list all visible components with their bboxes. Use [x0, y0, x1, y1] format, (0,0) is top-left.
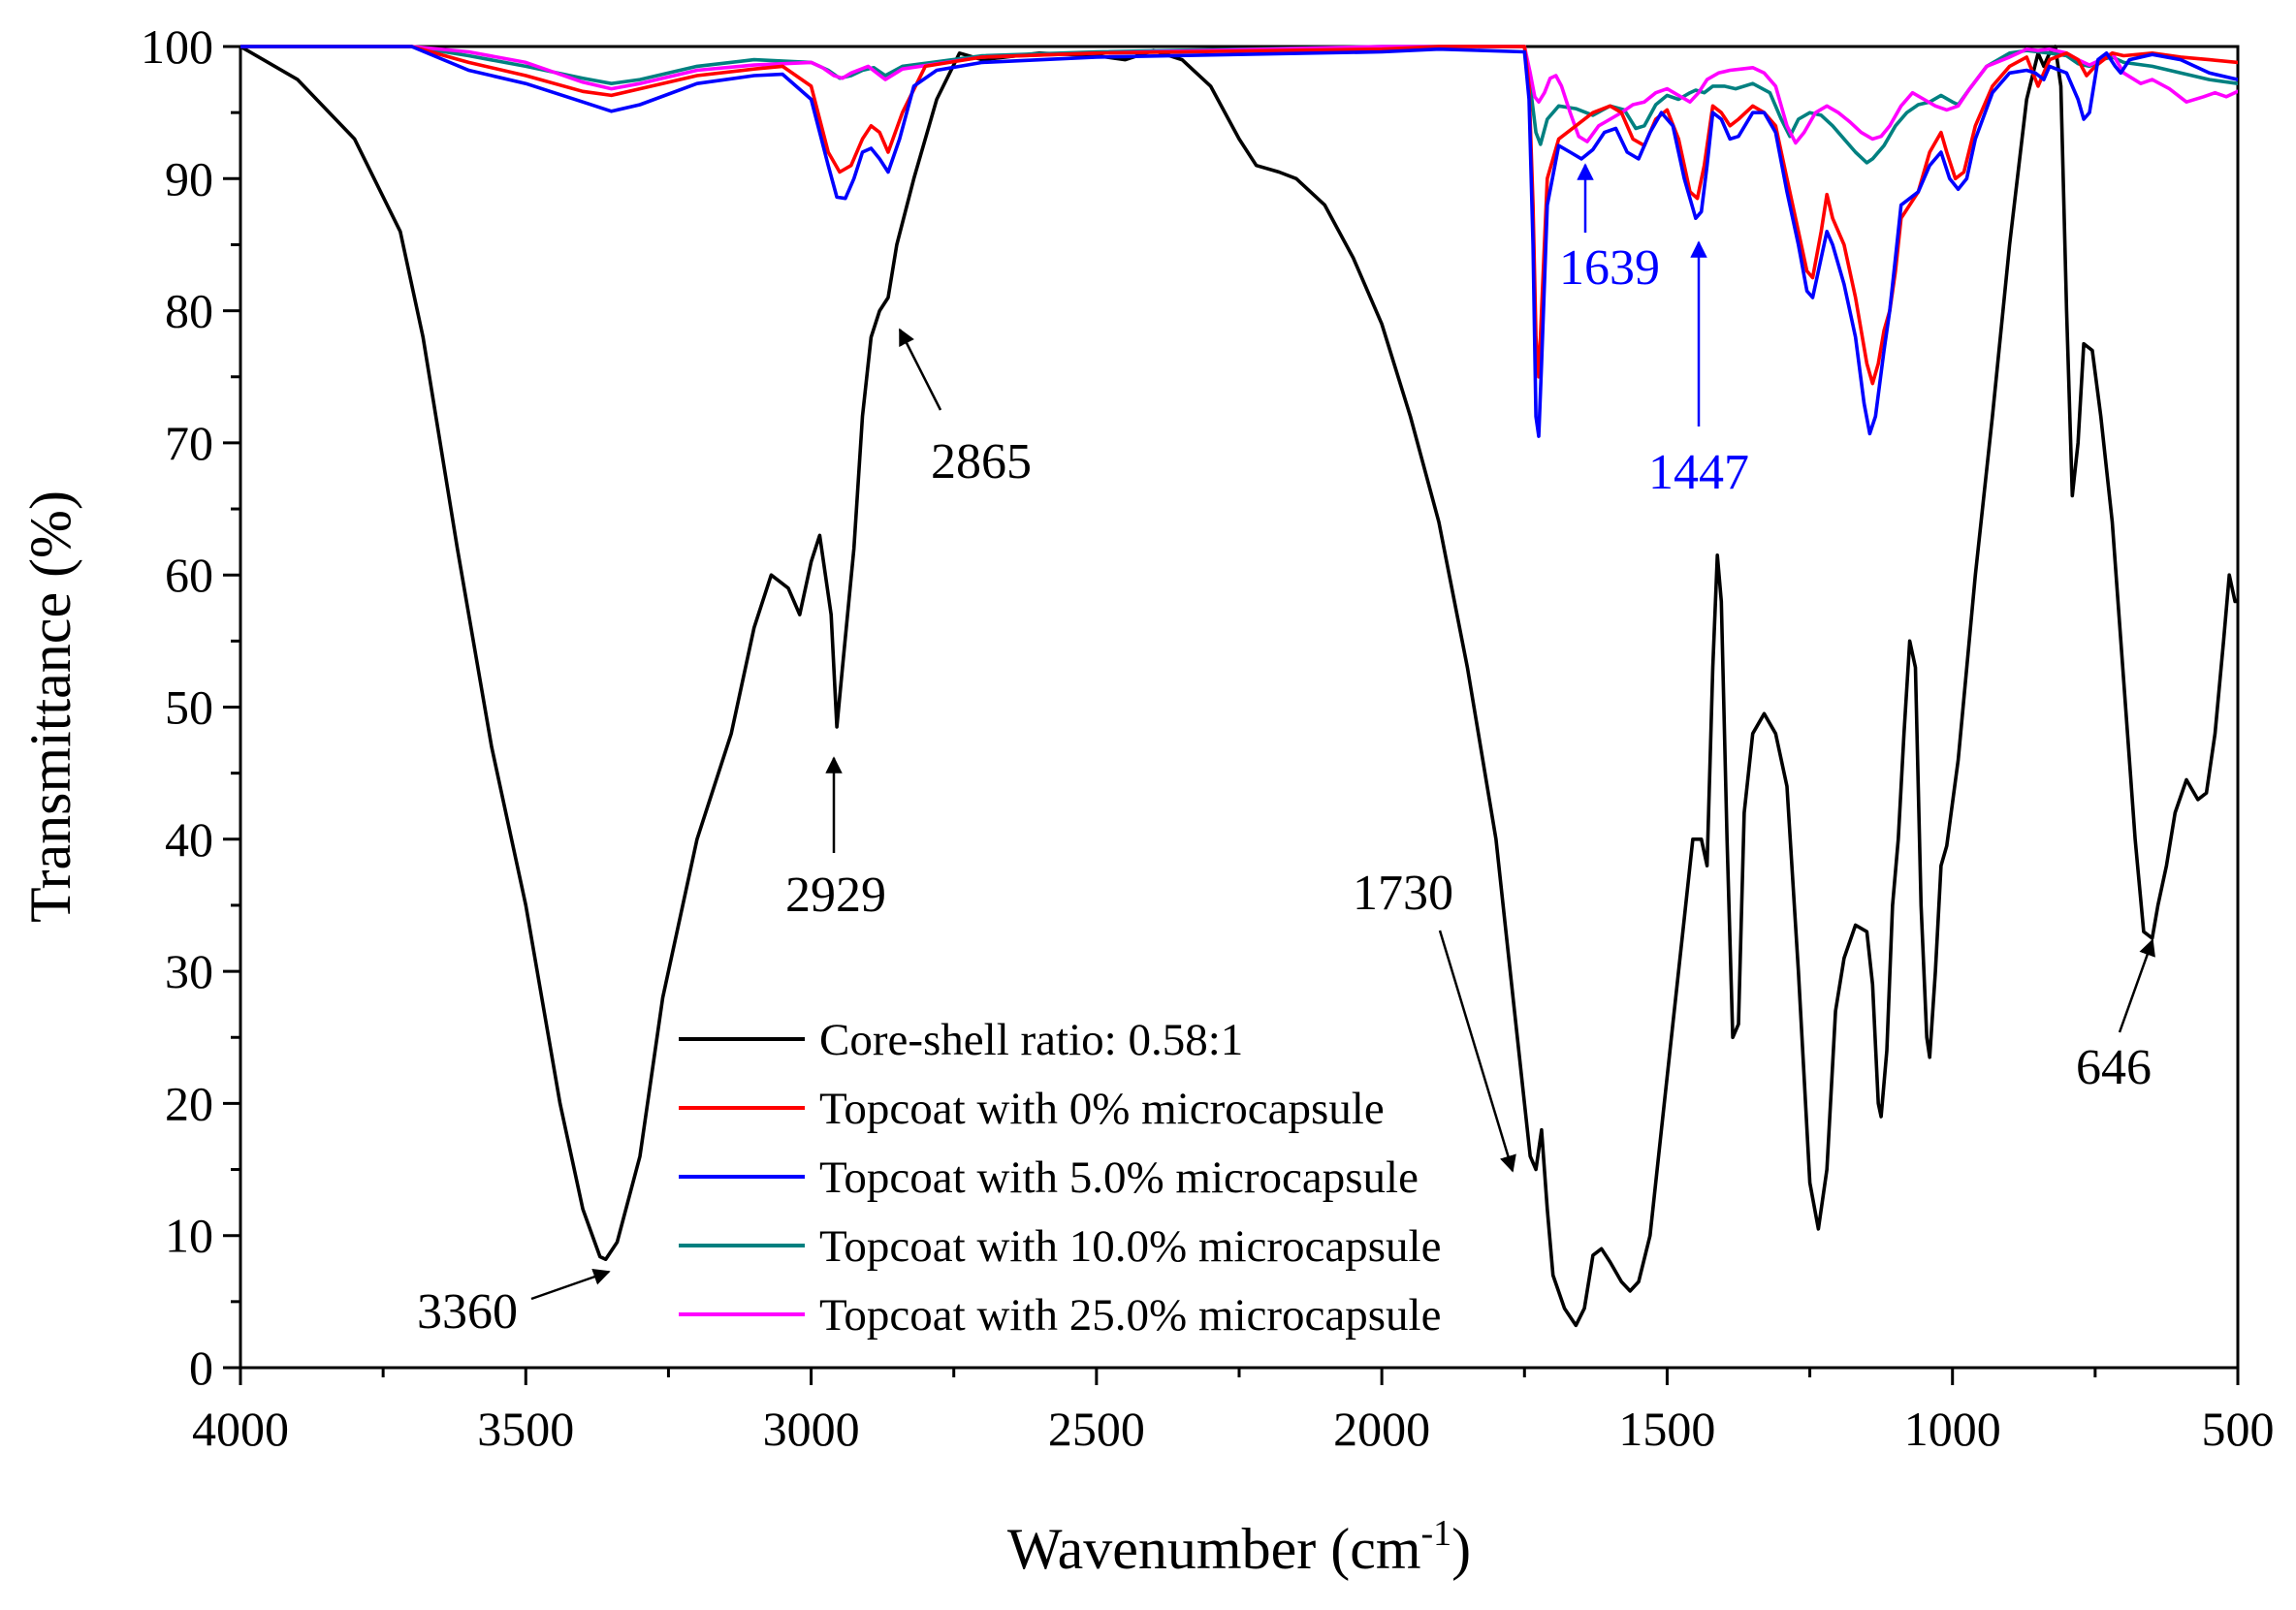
- x-tick-label: 3500: [477, 1402, 574, 1456]
- series-line-topcoat-10: [240, 47, 2238, 163]
- legend-entry: Topcoat with 25.0% microcapsule: [819, 1290, 1441, 1341]
- legend-entry: Topcoat with 0% microcapsule: [819, 1084, 1385, 1134]
- x-tick-label: 4000: [192, 1402, 289, 1456]
- annotation-label: 1447: [1648, 445, 1749, 500]
- y-tick-label: 30: [165, 944, 213, 998]
- y-tick-label: 10: [165, 1209, 213, 1263]
- legend-entry: Topcoat with 5.0% microcapsule: [819, 1152, 1419, 1203]
- annotation-label: 2929: [785, 868, 886, 923]
- y-tick-label: 90: [165, 151, 213, 205]
- y-tick-label: 20: [165, 1076, 213, 1130]
- x-axis-title: Wavenumber (cm-1): [1007, 1513, 1471, 1581]
- annotation-arrow: [1440, 931, 1513, 1171]
- series-line-topcoat-25: [240, 47, 2238, 143]
- x-tick-label: 3000: [763, 1402, 860, 1456]
- y-axis-title: Transmittance (%): [18, 490, 82, 923]
- ftir-chart: 4000 3500 3000 2500 2000 1500 1000 500 0 10 20 30 40…: [0, 0, 2296, 1610]
- legend-entry: Topcoat with 10.0% microcapsule: [819, 1221, 1441, 1272]
- y-tick-label: 80: [165, 284, 213, 338]
- x-tick-label: 500: [2202, 1402, 2275, 1456]
- y-tick-label: 50: [165, 680, 213, 735]
- y-tick-label: 40: [165, 812, 213, 867]
- y-tick-label: 100: [141, 19, 213, 74]
- annotation-arrow: [531, 1272, 609, 1299]
- x-tick-label: 1000: [1904, 1402, 2001, 1456]
- x-tick-label: 2000: [1333, 1402, 1430, 1456]
- legend: Core-shell ratio: 0.58:1 Topcoat with 0% …: [679, 1015, 1441, 1341]
- y-tick-label: 0: [189, 1341, 213, 1395]
- legend-entry: Core-shell ratio: 0.58:1: [819, 1015, 1243, 1065]
- annotation-label: 1639: [1559, 240, 1660, 296]
- annotation-label: 3360: [417, 1284, 518, 1340]
- annotation-arrow: [2120, 940, 2152, 1032]
- x-tick-label: 1500: [1618, 1402, 1715, 1456]
- annotation-arrow: [900, 330, 941, 410]
- y-tick-label: 60: [165, 548, 213, 602]
- annotation-label: 2865: [931, 434, 1032, 489]
- x-tick-label: 2500: [1048, 1402, 1145, 1456]
- annotation-label: 1730: [1353, 866, 1453, 921]
- series-line-topcoat-5: [240, 47, 2238, 436]
- annotation-label: 646: [2076, 1040, 2152, 1095]
- y-tick-label: 70: [165, 416, 213, 470]
